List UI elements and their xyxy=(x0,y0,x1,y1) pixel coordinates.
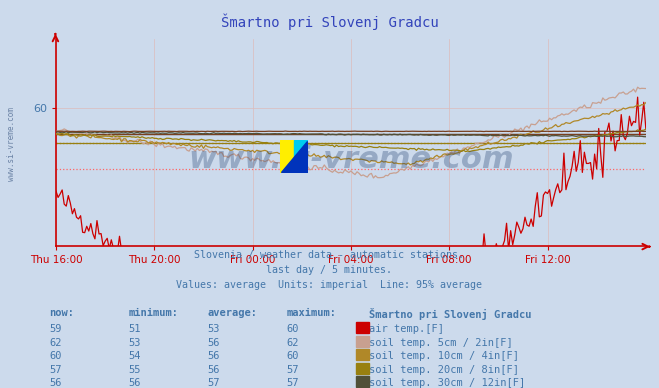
Bar xyxy=(356,349,369,360)
Text: 56: 56 xyxy=(208,365,220,375)
Text: 56: 56 xyxy=(49,378,62,388)
Text: minimum:: minimum: xyxy=(129,308,179,318)
Text: 53: 53 xyxy=(208,324,220,334)
Text: 57: 57 xyxy=(49,365,62,375)
Text: soil temp. 30cm / 12in[F]: soil temp. 30cm / 12in[F] xyxy=(369,378,525,388)
Text: last day / 5 minutes.: last day / 5 minutes. xyxy=(266,265,393,275)
Text: now:: now: xyxy=(49,308,74,318)
Text: 51: 51 xyxy=(129,324,141,334)
Text: 56: 56 xyxy=(208,352,220,361)
Bar xyxy=(356,336,369,346)
Text: 62: 62 xyxy=(287,338,299,348)
Text: 53: 53 xyxy=(129,338,141,348)
Text: maximum:: maximum: xyxy=(287,308,337,318)
Text: Values: average  Units: imperial  Line: 95% average: Values: average Units: imperial Line: 95… xyxy=(177,280,482,290)
Text: www.si-vreme.com: www.si-vreme.com xyxy=(7,107,16,180)
Text: average:: average: xyxy=(208,308,258,318)
Bar xyxy=(280,140,294,173)
Text: www.si-vreme.com: www.si-vreme.com xyxy=(188,145,514,174)
Text: soil temp. 5cm / 2in[F]: soil temp. 5cm / 2in[F] xyxy=(369,338,513,348)
Text: 56: 56 xyxy=(208,338,220,348)
Text: 62: 62 xyxy=(49,338,62,348)
Text: 57: 57 xyxy=(287,365,299,375)
Bar xyxy=(294,140,308,173)
Bar xyxy=(356,363,369,374)
Text: Šmartno pri Slovenj Gradcu: Šmartno pri Slovenj Gradcu xyxy=(369,308,532,320)
Bar xyxy=(356,322,369,333)
Bar xyxy=(356,376,369,387)
Text: 60: 60 xyxy=(287,324,299,334)
Text: Šmartno pri Slovenj Gradcu: Šmartno pri Slovenj Gradcu xyxy=(221,14,438,30)
Text: soil temp. 20cm / 8in[F]: soil temp. 20cm / 8in[F] xyxy=(369,365,519,375)
Text: 54: 54 xyxy=(129,352,141,361)
Polygon shape xyxy=(281,140,307,172)
Text: air temp.[F]: air temp.[F] xyxy=(369,324,444,334)
Text: Slovenia / weather data - automatic stations.: Slovenia / weather data - automatic stat… xyxy=(194,250,465,260)
Text: 60: 60 xyxy=(287,352,299,361)
Text: 57: 57 xyxy=(287,378,299,388)
Text: 55: 55 xyxy=(129,365,141,375)
Text: 60: 60 xyxy=(49,352,62,361)
Text: soil temp. 10cm / 4in[F]: soil temp. 10cm / 4in[F] xyxy=(369,352,519,361)
Text: 56: 56 xyxy=(129,378,141,388)
Text: 59: 59 xyxy=(49,324,62,334)
Text: 57: 57 xyxy=(208,378,220,388)
